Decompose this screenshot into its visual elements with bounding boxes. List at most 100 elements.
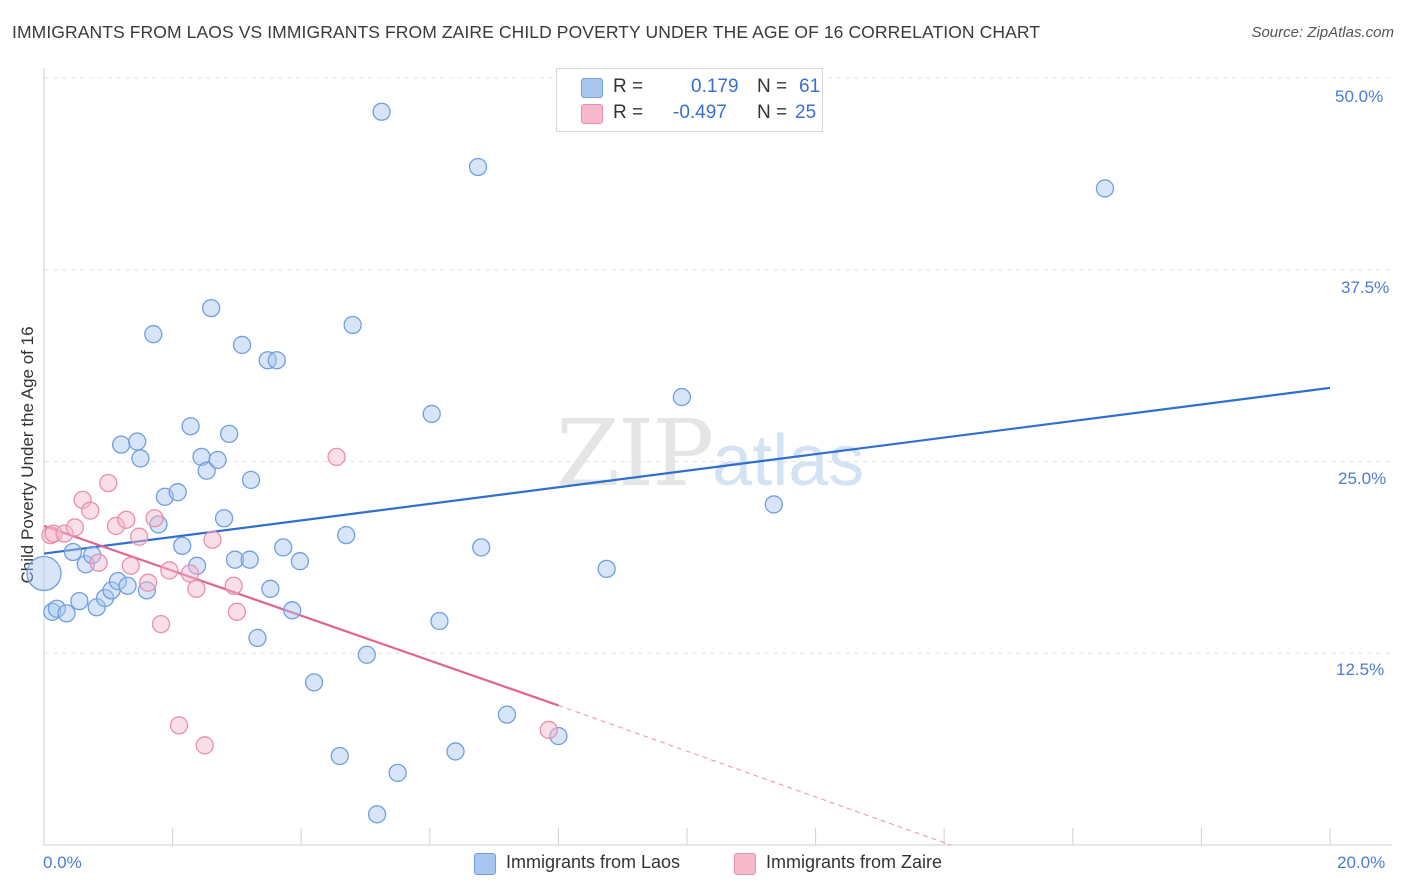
r-value: -0.497 [673,102,727,123]
laos-point [497,705,517,724]
laos-point [672,387,692,407]
r-value: 0.179 [691,76,739,97]
laos-point [283,601,302,620]
zaire-swatch [581,104,603,124]
laos-point [446,742,465,761]
correlation-legend: R = 0.179 N = 61 R = -0.497 N = 25 [556,68,823,132]
laos-point [144,325,163,344]
zaire-point [539,720,558,740]
x-tick-label-min: 0.0% [43,853,82,872]
n-label: N = [757,102,788,123]
laos-point [304,673,324,692]
y-tick-label: 37.5% [1341,278,1390,297]
laos-point [330,746,349,766]
laos-point [118,576,137,595]
n-label: N = [757,76,788,97]
laos-point [131,449,150,468]
zaire-point [81,501,100,520]
axes [43,68,1392,846]
laos-point [430,611,449,631]
laos-point [468,157,488,177]
laos-point [343,315,362,335]
laos-point [267,351,286,370]
laos-point [112,435,131,454]
laos-swatch [581,78,603,98]
trend-lines [43,386,1331,846]
series-legend-zaire[interactable]: Immigrants from Zaire [734,852,984,876]
laos-point [70,591,89,611]
chart-title: IMMIGRANTS FROM LAOS VS IMMIGRANTS FROM … [12,22,1041,42]
laos-point [128,432,147,451]
zaire-point [327,447,346,467]
zaire-point [169,716,189,735]
laos-point [597,559,616,579]
laos-point [225,550,245,569]
zaire-point [99,473,118,493]
laos-point [232,335,252,355]
laos-point [208,450,227,470]
y-tick-label: 12.5% [1336,660,1385,679]
zaire-point [160,561,179,580]
laos-point [261,579,280,598]
laos-point [26,555,62,592]
zaire-point [227,602,247,621]
y-tick-label: 25.0% [1338,469,1387,488]
laos-legend-swatch [474,853,496,875]
r-label: R = [613,76,644,97]
laos-point [337,525,356,545]
laos-point [388,763,407,783]
laos-point [187,556,207,575]
laos-point [290,552,310,571]
zaire-point [180,564,200,583]
series-zaire-points [41,447,558,755]
source-credit: Source: ZipAtlas.com [1251,24,1394,41]
zaire-point [224,576,243,595]
laos-point [47,599,67,618]
laos-point [214,509,234,528]
zaire-point [65,518,85,537]
zaire-point [106,516,126,536]
zaire-point [203,530,222,549]
zaire-point [151,614,171,634]
laos-point [220,424,239,444]
laos-point [274,538,293,557]
zaire-trend-extension [558,704,951,846]
zaire-point [187,579,206,598]
watermark-zip: ZIP [556,400,714,507]
laos-point [197,461,216,480]
zaire-point [121,556,140,575]
y-tick-label: 50.0% [1335,87,1384,106]
laos-point [367,805,387,824]
zaire-point [55,524,74,543]
laos-point [63,542,83,562]
series-legend-laos[interactable]: Immigrants from Laos [474,852,714,876]
laos-point [108,572,128,591]
zaire-point [145,509,164,528]
zaire-point [89,553,108,572]
zaire-legend-swatch [734,853,756,875]
laos-point [137,581,157,600]
laos-point [764,495,783,514]
laos-point [1095,179,1115,198]
laos-point [372,102,391,121]
laos-point [168,483,187,502]
zaire-point [195,736,214,755]
laos-point [181,417,200,436]
laos-point [472,538,491,557]
series-laos-points [26,102,1115,824]
zaire-trend-line [43,524,559,707]
zaire-point [117,510,136,529]
x-tick-label-max: 20.0% [1337,853,1386,872]
n-value: 25 [795,102,817,123]
zaire-legend-label: Immigrants from Zaire [766,852,943,872]
laos-point [240,550,259,569]
laos-point [357,645,376,664]
zaire-point [139,573,158,592]
zaire-point [130,527,149,546]
laos-trend-line [43,386,1331,555]
laos-point [241,470,261,490]
laos-point [57,604,76,623]
laos-legend-label: Immigrants from Laos [506,852,681,872]
laos-point [422,404,441,424]
